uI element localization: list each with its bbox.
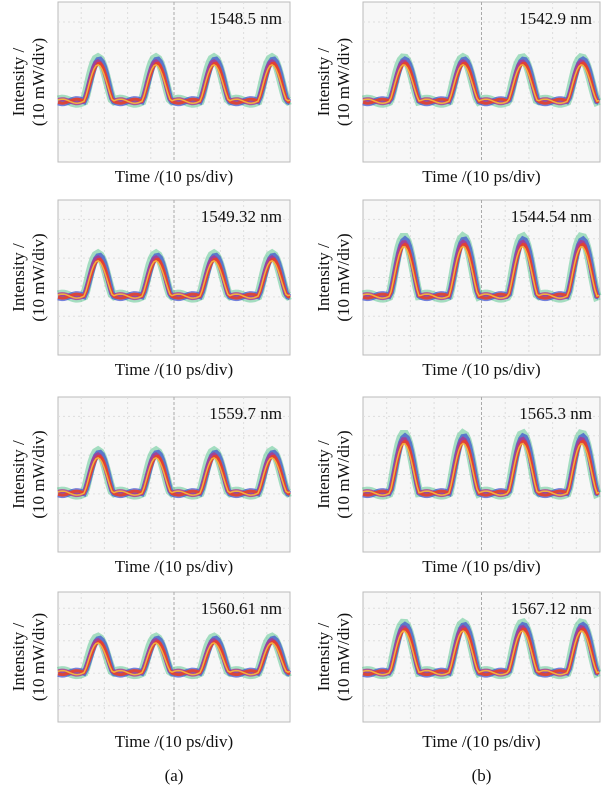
y-axis-label: (10 mW/div) <box>334 38 353 126</box>
wavelength-label: 1542.9 nm <box>519 9 592 28</box>
y-axis-label: Intensity / <box>314 243 333 312</box>
y-axis-label: (10 mW/div) <box>334 613 353 701</box>
eye-trace <box>57 642 291 676</box>
wavelength-label: 1544.54 nm <box>511 207 592 226</box>
eye-diagram <box>361 199 602 356</box>
column-label: (b) <box>472 766 492 785</box>
y-axis-label: (10 mW/div) <box>334 430 353 518</box>
eye-diagram <box>56 199 292 356</box>
eye-trace <box>362 442 600 496</box>
wavelength-label: 1559.7 nm <box>209 404 282 423</box>
eye-diagram <box>361 396 602 553</box>
wavelength-label: 1560.61 nm <box>201 599 282 618</box>
y-axis-label: (10 mW/div) <box>29 38 48 126</box>
y-axis-label: Intensity / <box>314 440 333 509</box>
eye-trace <box>362 630 600 676</box>
y-axis-label: (10 mW/div) <box>29 430 48 518</box>
y-axis-label: (10 mW/div) <box>29 233 48 321</box>
eye-diagram <box>56 1 292 163</box>
eye-trace <box>57 456 291 496</box>
x-axis-label: Time /(10 ps/div) <box>422 360 540 379</box>
eye-diagram <box>56 591 292 723</box>
y-axis-label: (10 mW/div) <box>334 233 353 321</box>
y-axis-label: Intensity / <box>9 622 28 691</box>
x-axis-label: Time /(10 ps/div) <box>115 360 233 379</box>
x-axis-label: Time /(10 ps/div) <box>422 557 540 576</box>
x-axis-label: Time /(10 ps/div) <box>422 732 540 751</box>
eye-trace <box>362 245 600 299</box>
eye-trace <box>57 259 291 299</box>
y-axis-label: Intensity / <box>9 47 28 116</box>
x-axis-label: Time /(10 ps/div) <box>115 557 233 576</box>
x-axis-label: Time /(10 ps/div) <box>422 167 540 186</box>
y-axis-label: Intensity / <box>314 622 333 691</box>
wavelength-label: 1567.12 nm <box>511 599 592 618</box>
wavelength-label: 1549.32 nm <box>201 207 282 226</box>
eye-diagram <box>56 396 292 553</box>
eye-trace <box>362 63 600 104</box>
y-axis-label: Intensity / <box>9 440 28 509</box>
eye-trace <box>57 63 291 104</box>
x-axis-label: Time /(10 ps/div) <box>115 732 233 751</box>
x-axis-label: Time /(10 ps/div) <box>115 167 233 186</box>
wavelength-label: 1565.3 nm <box>519 404 592 423</box>
eye-diagram <box>361 1 602 163</box>
y-axis-label: (10 mW/div) <box>29 613 48 701</box>
wavelength-label: 1548.5 nm <box>209 9 282 28</box>
y-axis-label: Intensity / <box>9 243 28 312</box>
y-axis-label: Intensity / <box>314 47 333 116</box>
column-label: (a) <box>165 766 184 785</box>
eye-diagram <box>361 591 602 723</box>
